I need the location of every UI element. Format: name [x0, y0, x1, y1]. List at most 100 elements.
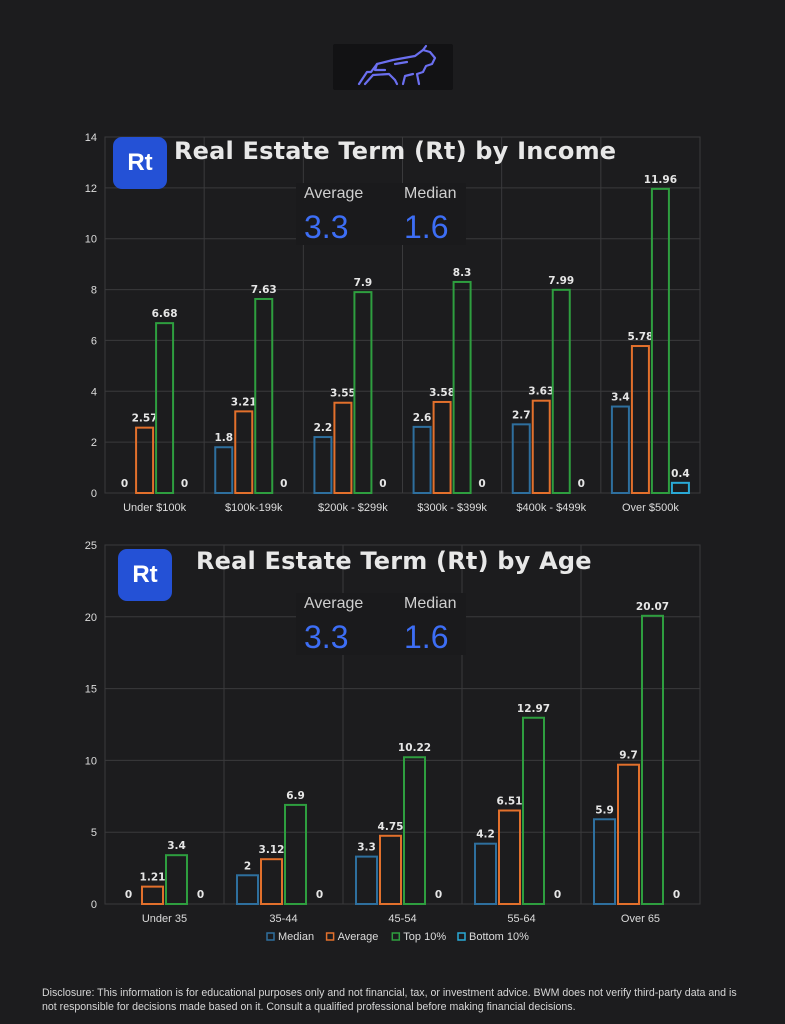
- data-label: 0: [379, 478, 386, 490]
- data-label: 3.21: [231, 396, 257, 408]
- data-label: 0.4: [671, 468, 690, 480]
- y-tick-label: 15: [85, 684, 97, 696]
- data-label: 4.75: [378, 821, 404, 833]
- chart-title: Real Estate Term (Rt) by Age: [196, 547, 592, 575]
- bar-top-10-: [641, 614, 664, 905]
- income-chart: 0 2 4 6 8 10 12 14 0 2.57 6.68 0 Under $100k 1.8 3.21 7…: [0, 125, 785, 520]
- age-chart: 0 5 10 15 20 25 0 1.21 3.4 0 Under 35 2 3.12 6.9 0 35-4…: [0, 535, 785, 950]
- stats-panel: [296, 183, 466, 245]
- bar-top-10-: [353, 291, 373, 494]
- data-label: 3.58: [429, 387, 455, 399]
- x-tick-label: $200k - $299k: [318, 502, 388, 514]
- x-tick-label: Over $500k: [622, 502, 679, 514]
- data-label: 0: [181, 478, 188, 490]
- bar-average: [333, 401, 353, 495]
- y-tick-label: 0: [91, 899, 97, 911]
- median-value: 1.6: [404, 209, 449, 245]
- bar-median: [313, 436, 333, 494]
- data-label: 6.51: [497, 796, 523, 808]
- bar-median: [474, 842, 497, 905]
- average-label: Average: [304, 185, 364, 202]
- bar-median: [610, 405, 630, 494]
- chart-title: Real Estate Term (Rt) by Income: [174, 137, 617, 165]
- data-label: 0: [554, 889, 561, 901]
- bull-icon: [357, 44, 437, 86]
- data-label: 12.97: [517, 703, 550, 715]
- bar-average: [531, 399, 551, 494]
- data-label: 0: [435, 889, 442, 901]
- x-tick-label: Under $100k: [123, 502, 186, 514]
- data-label: 2.57: [132, 413, 158, 425]
- data-label: 10.22: [398, 742, 431, 754]
- data-label: 9.7: [619, 750, 638, 762]
- x-tick-label: Under 35: [142, 913, 187, 925]
- bar-average: [432, 400, 452, 495]
- median-stat: Median 1.6: [404, 595, 456, 656]
- y-tick-label: 25: [85, 540, 97, 552]
- x-tick-label: 45-54: [388, 913, 416, 925]
- bar-top-10-: [155, 322, 175, 494]
- average-stat: Average 3.3: [304, 595, 363, 656]
- data-label: 7.99: [548, 275, 574, 287]
- data-label: 0: [125, 889, 132, 901]
- data-label: 3.63: [528, 386, 554, 398]
- data-label: 11.96: [644, 174, 677, 186]
- y-tick-label: 2: [91, 437, 97, 449]
- data-label: 0: [478, 478, 485, 490]
- bar-average: [260, 858, 283, 906]
- data-label: 6.68: [152, 308, 178, 320]
- bar-average: [135, 426, 155, 494]
- rt-badge: Rt: [118, 549, 172, 601]
- bar-top-10-: [254, 297, 274, 494]
- y-tick-label: 5: [91, 827, 97, 839]
- bar-average: [498, 809, 521, 905]
- data-label: 0: [673, 889, 680, 901]
- data-label: 7.9: [354, 277, 373, 289]
- y-tick-label: 12: [85, 183, 97, 195]
- average-stat: Average 3.3: [304, 185, 363, 246]
- bar-top-10-: [522, 716, 545, 905]
- age-chart-svg: 0 5 10 15 20 25 0 1.21 3.4 0 Under 35 2 3.12 6.9 0 35-4…: [85, 540, 701, 943]
- data-label: 1.8: [214, 432, 233, 444]
- bar-median: [593, 818, 616, 905]
- data-label: 0: [578, 478, 585, 490]
- y-tick-label: 10: [85, 755, 97, 767]
- x-tick-label: $100k-199k: [225, 502, 283, 514]
- data-label: 0: [280, 478, 287, 490]
- legend-label: Median: [278, 931, 314, 943]
- data-label: 1.21: [140, 872, 166, 884]
- data-label: 0: [121, 478, 128, 490]
- data-label: 5.78: [627, 331, 653, 343]
- stats-panel: [296, 593, 466, 655]
- bar-average: [630, 345, 650, 494]
- disclosure-text: This information is for educational purp…: [42, 987, 737, 1013]
- data-label: 3.12: [259, 844, 285, 856]
- bar-median: [355, 855, 378, 905]
- y-tick-label: 10: [85, 234, 97, 246]
- bar-median: [511, 423, 531, 495]
- bar-top-10-: [452, 280, 472, 494]
- data-label: 3.3: [357, 842, 376, 854]
- y-tick-label: 20: [85, 612, 97, 624]
- legend-label: Average: [338, 931, 379, 943]
- data-label: 20.07: [636, 601, 669, 613]
- data-label: 8.3: [453, 267, 472, 279]
- average-value: 3.3: [304, 209, 349, 245]
- bar-top-10-: [403, 756, 426, 905]
- y-tick-label: 0: [91, 488, 97, 500]
- bar-top-10-: [650, 187, 670, 494]
- y-tick-label: 6: [91, 335, 97, 347]
- data-label: 2: [244, 860, 251, 872]
- bar-average: [379, 834, 402, 906]
- data-label: 3.4: [167, 840, 186, 852]
- bar-top-10-: [284, 803, 307, 905]
- bar-bottom-10-: [670, 481, 690, 495]
- y-tick-label: 4: [91, 386, 97, 398]
- y-tick-label: 14: [85, 132, 97, 144]
- disclosure: Disclosure: This information is for educ…: [42, 986, 752, 1014]
- bar-average: [141, 885, 164, 905]
- data-label: 0: [316, 889, 323, 901]
- median-label: Median: [404, 595, 457, 612]
- data-label: 3.55: [330, 388, 356, 400]
- legend-swatch: [266, 932, 275, 941]
